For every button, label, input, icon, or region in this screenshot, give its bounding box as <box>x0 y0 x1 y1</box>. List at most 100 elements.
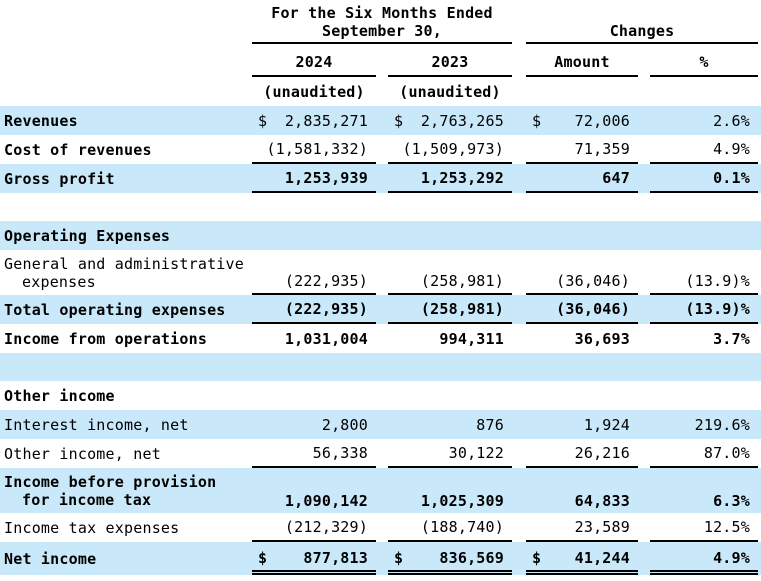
cell-amount: 64,833 <box>526 468 638 513</box>
table-body: Revenues $2,835,271 $2,763,265 $72,006 2.6% C… <box>0 106 761 575</box>
column-gap <box>512 542 526 575</box>
row-label: General and administrative expenses <box>0 250 252 295</box>
empty-cells <box>252 221 761 250</box>
cell-2023: (258,981) <box>388 295 512 324</box>
cell-value: 877,813 <box>303 549 368 567</box>
col-header-amount: Amount <box>526 44 638 77</box>
cell-value: (188,740) <box>420 517 504 536</box>
table-header-row-2: 2024 2023 Amount % <box>0 44 761 77</box>
col-header-percent: % <box>650 44 758 77</box>
unaudited-label-2024: (unaudited) <box>263 82 365 101</box>
row-label-line2: for income tax <box>22 490 152 509</box>
row-income-from-operations: Income from operations 1,031,004 994,311 36… <box>0 324 761 353</box>
row-label: Total operating expenses <box>0 295 252 324</box>
column-gap <box>512 410 526 439</box>
column-gap <box>512 135 526 164</box>
cell-value: (13.9)% <box>685 272 750 290</box>
cell-amount: 26,216 <box>526 439 638 468</box>
cell-value: 23,589 <box>574 517 630 536</box>
row-income-tax-expenses: Income tax expenses (212,329) (188,740) 23,… <box>0 513 761 542</box>
period-header-line1: For the Six Months Ended <box>271 4 493 22</box>
period-header-line2: September 30, <box>322 22 442 40</box>
column-gap <box>638 468 650 513</box>
cell-value: 994,311 <box>439 329 504 348</box>
cell-2024: 56,338 <box>252 439 376 468</box>
row-label: Income from operations <box>0 324 252 353</box>
cell-value: 72,006 <box>574 111 630 130</box>
column-gap <box>638 410 650 439</box>
row-label-line1: Cost of revenues <box>4 140 152 159</box>
row-label: Income before provision for income tax <box>0 468 252 513</box>
cell-amount: (36,046) <box>526 250 638 295</box>
cell-value: 1,924 <box>583 415 630 434</box>
row-total-operating-expenses: Total operating expenses (222,935) (258,98… <box>0 295 761 324</box>
cell-2024: (212,329) <box>252 513 376 542</box>
dollar-sign: $ <box>394 549 404 567</box>
cell-value: (222,935) <box>284 272 368 290</box>
cell-value: 3.7% <box>713 329 750 348</box>
column-gap <box>376 324 388 353</box>
cell-value: 12.5% <box>703 517 750 536</box>
cell-value: (36,046) <box>556 299 630 318</box>
cell-2024: $877,813 <box>252 542 376 575</box>
column-gap <box>638 135 650 164</box>
cell-value: 41,244 <box>574 549 630 567</box>
cell-amount: 23,589 <box>526 513 638 542</box>
cell-percent: 0.1% <box>650 164 758 193</box>
cell-2024: 1,090,142 <box>252 468 376 513</box>
column-gap <box>638 77 650 106</box>
column-gap <box>376 164 388 193</box>
row-label: Net income <box>0 542 252 575</box>
column-gap <box>376 542 388 575</box>
dollar-sign: $ <box>258 549 268 567</box>
cell-2024: 1,253,939 <box>252 164 376 193</box>
row-cost-of-revenues: Cost of revenues (1,581,332) (1,509,973) 71… <box>0 135 761 164</box>
row-label: Other income <box>0 381 252 410</box>
spacer-row <box>0 353 761 381</box>
column-gap <box>512 250 526 295</box>
cell-2023: (1,509,973) <box>388 135 512 164</box>
row-label-line1: Income before provision <box>4 472 217 491</box>
column-gap <box>376 295 388 324</box>
column-gap <box>512 77 526 106</box>
row-operating-expenses-header: Operating Expenses <box>0 221 761 250</box>
cell-percent: 12.5% <box>650 513 758 542</box>
column-gap <box>376 135 388 164</box>
cell-amount: 1,924 <box>526 410 638 439</box>
column-gap <box>512 468 526 513</box>
header-label-spacer <box>0 77 252 106</box>
column-gap <box>638 324 650 353</box>
row-label: Cost of revenues <box>0 135 252 164</box>
cell-value: 64,833 <box>574 492 630 510</box>
cell-2024: $2,835,271 <box>252 106 376 135</box>
cell-value: 1,253,292 <box>420 168 504 187</box>
dollar-sign: $ <box>532 549 542 567</box>
cell-value: 56,338 <box>312 443 368 462</box>
cell-percent: 2.6% <box>650 106 758 135</box>
column-gap <box>638 513 650 542</box>
table-header-row-1: For the Six Months Ended September 30, C… <box>0 0 761 44</box>
row-label: Gross profit <box>0 164 252 193</box>
cell-2023: 1,025,309 <box>388 468 512 513</box>
cell-value: (258,981) <box>420 299 504 318</box>
column-gap <box>376 250 388 295</box>
column-gap <box>638 295 650 324</box>
column-gap <box>376 468 388 513</box>
cell-value: 26,216 <box>574 443 630 462</box>
column-gap <box>376 513 388 542</box>
header-gap <box>512 0 526 44</box>
column-gap <box>376 77 388 106</box>
row-label-line1: General and administrative <box>4 254 244 273</box>
cell-value: 4.9% <box>713 549 750 567</box>
col-header-2023: 2023 <box>388 44 512 77</box>
dollar-sign: $ <box>258 111 268 130</box>
column-gap <box>638 439 650 468</box>
cell-percent: 219.6% <box>650 410 758 439</box>
cell-value: 1,253,939 <box>284 168 368 187</box>
column-gap <box>638 542 650 575</box>
cell-value: 876 <box>476 415 504 434</box>
row-label-line1: Interest income, net <box>4 415 189 434</box>
row-label-line1: Other income, net <box>4 444 161 463</box>
cell-2023: $2,763,265 <box>388 106 512 135</box>
header-label-spacer <box>0 0 252 44</box>
